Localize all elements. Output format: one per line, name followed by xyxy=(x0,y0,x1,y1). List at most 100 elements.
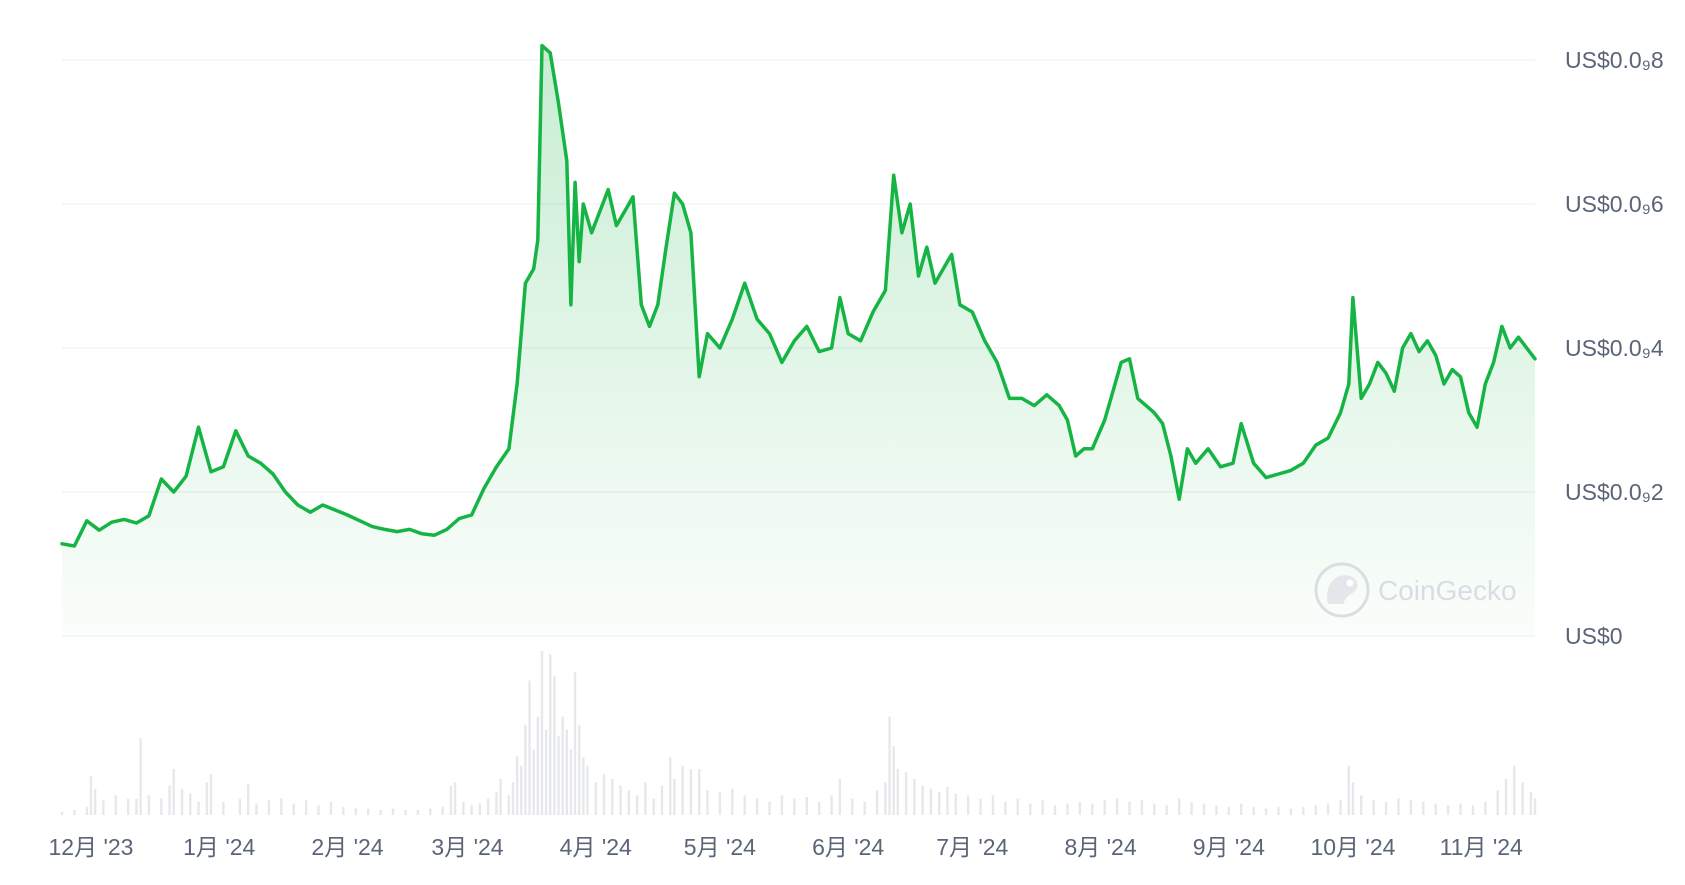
volume-bar xyxy=(780,795,784,815)
volume-bar xyxy=(689,769,693,815)
volume-bar xyxy=(652,798,655,815)
volume-bar xyxy=(755,798,759,815)
volume-bar xyxy=(673,778,676,815)
volume-bar xyxy=(793,798,796,815)
volume-bar xyxy=(114,795,117,815)
y-tick-label: US$0 xyxy=(1565,623,1623,649)
x-tick-label: 10月 '24 xyxy=(1310,834,1395,860)
volume-bar xyxy=(197,801,200,815)
volume-bar xyxy=(557,736,560,815)
x-tick-label: 12月 '23 xyxy=(48,834,133,860)
volume-bar xyxy=(1347,765,1351,815)
volume-bar xyxy=(1153,803,1156,815)
volume-bar xyxy=(611,778,614,815)
coingecko-watermark: CoinGecko xyxy=(1314,562,1517,618)
volume-bar xyxy=(1177,798,1181,815)
y-tick-label: US$0.0₉6 xyxy=(1565,191,1664,217)
volume-bar xyxy=(1471,805,1475,815)
volume-bar xyxy=(139,737,142,815)
volume-bar xyxy=(586,765,589,815)
volume-bar xyxy=(1326,803,1330,815)
x-tick-label: 1月 '24 xyxy=(183,834,255,860)
y-tick-label: US$0.0₉4 xyxy=(1565,335,1664,361)
volume-bar xyxy=(404,810,407,815)
y-axis-ticks: US$0.0₉8 US$0.0₉6 US$0.0₉4 US$0.0₉2 US$0 xyxy=(1565,47,1664,649)
volume-bar xyxy=(180,788,184,815)
volume-bar xyxy=(1360,795,1363,815)
volume-bar xyxy=(304,800,308,815)
volume-bar xyxy=(904,772,908,815)
volume-bar xyxy=(391,808,395,815)
volume-bar xyxy=(147,795,151,815)
volume-bar xyxy=(743,795,746,815)
volume-bar xyxy=(189,793,192,815)
volume-bar xyxy=(578,724,581,815)
x-tick-label: 8月 '24 xyxy=(1064,834,1136,860)
volume-bar xyxy=(669,757,672,815)
volume-bar xyxy=(602,774,606,815)
volume-bar xyxy=(888,716,891,815)
volume-bar xyxy=(532,749,535,815)
volume-bar xyxy=(954,793,957,815)
volume-bar xyxy=(706,790,709,815)
volume-bar xyxy=(1302,806,1305,815)
volume-bar xyxy=(429,808,432,815)
volume-bar xyxy=(838,778,842,815)
volume-bar xyxy=(73,810,76,815)
volume-bar xyxy=(238,798,242,815)
x-tick-label: 6月 '24 xyxy=(812,834,884,860)
volume-bar xyxy=(1397,798,1400,815)
volume-bar xyxy=(127,798,130,815)
volume-bar xyxy=(731,788,734,815)
volume-bar xyxy=(1289,808,1293,815)
volume-bar xyxy=(209,774,213,815)
volume-bar xyxy=(379,810,382,815)
volume-bar xyxy=(172,769,175,815)
volume-bar xyxy=(255,803,258,815)
volume-bar xyxy=(573,672,577,815)
volume-bar xyxy=(292,803,295,815)
volume-bar xyxy=(1521,782,1524,815)
price-line xyxy=(60,43,1537,548)
volume-bar xyxy=(921,785,924,815)
volume-bar xyxy=(441,806,444,815)
volume-bar xyxy=(540,651,544,815)
volume-bar xyxy=(1422,801,1425,815)
watermark-text: CoinGecko xyxy=(1378,575,1517,606)
volume-bar xyxy=(635,795,639,815)
volume-bar xyxy=(627,790,631,815)
volume-bar xyxy=(681,765,684,815)
volume-bar xyxy=(1496,790,1499,815)
volume-bar xyxy=(892,746,895,815)
volume-bar xyxy=(1128,801,1131,815)
volume-bar xyxy=(520,765,523,815)
volume-bar xyxy=(1240,803,1243,815)
volume-bar xyxy=(644,782,647,815)
volume-bar xyxy=(89,775,93,815)
volume-bar xyxy=(1091,803,1094,815)
x-tick-label: 5月 '24 xyxy=(684,834,756,860)
volume-bar xyxy=(1409,800,1413,815)
volume-bar xyxy=(205,782,209,815)
volume-bars xyxy=(60,651,1537,815)
volume-bar xyxy=(966,795,970,815)
volume-bar xyxy=(470,805,473,815)
volume-bar xyxy=(524,724,527,815)
volume-bar xyxy=(1484,801,1487,815)
volume-bar xyxy=(937,792,941,815)
volume-bar xyxy=(1115,798,1119,815)
volume-bar xyxy=(1277,806,1280,815)
volume-bar xyxy=(453,782,457,815)
volume-bar xyxy=(1140,800,1144,815)
volume-bar xyxy=(991,795,995,815)
volume-bar xyxy=(1446,805,1450,815)
volume-bar xyxy=(660,785,664,815)
volume-bar xyxy=(1190,801,1193,815)
volume-bar xyxy=(1041,800,1044,815)
volume-bar xyxy=(478,803,482,815)
volume-bar xyxy=(85,806,89,815)
x-tick-label: 9月 '24 xyxy=(1193,834,1265,860)
volume-bar xyxy=(594,782,597,815)
volume-bar xyxy=(160,798,163,815)
